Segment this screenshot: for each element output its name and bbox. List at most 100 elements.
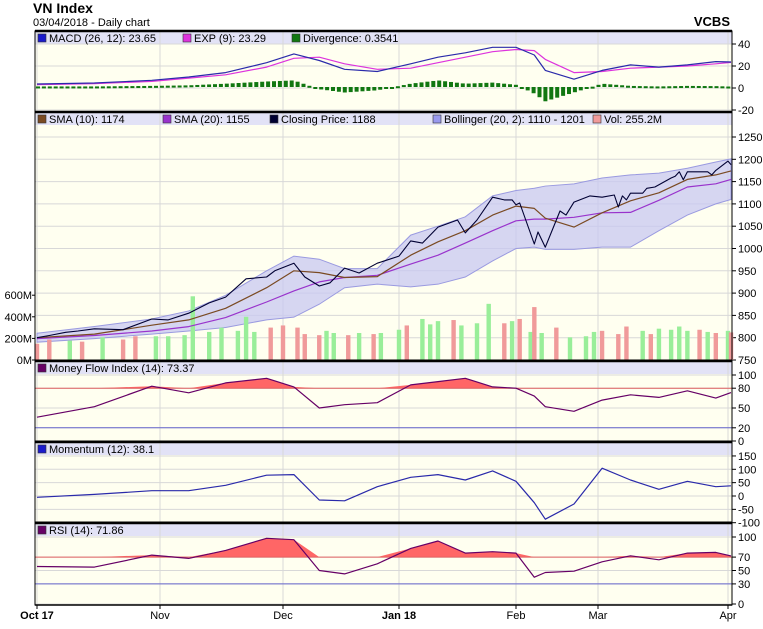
divergence-bar xyxy=(201,84,206,87)
divergence-bar xyxy=(319,87,324,90)
volume-bar xyxy=(624,326,629,360)
divergence-bar xyxy=(620,85,625,88)
price-axis-label: 1200 xyxy=(738,154,762,166)
divergence-bar xyxy=(720,86,725,89)
divergence-bar xyxy=(679,86,684,89)
price-axis-label: 850 xyxy=(738,310,756,322)
legend-swatch xyxy=(37,525,47,535)
momentum-plot-area xyxy=(35,442,732,522)
volume-bar xyxy=(324,330,329,360)
divergence-bar xyxy=(543,87,548,102)
macd-line xyxy=(36,46,732,85)
divergence-bar xyxy=(466,83,471,87)
volume-bar xyxy=(640,330,645,360)
divergence-bar xyxy=(71,86,76,89)
divergence-bar xyxy=(248,82,253,87)
divergence-bar xyxy=(643,86,648,89)
divergence-bar xyxy=(555,87,560,98)
volume-bar xyxy=(331,333,336,360)
volume-bar xyxy=(428,324,433,360)
divergence-bar xyxy=(460,83,465,87)
divergence-bar xyxy=(549,87,554,100)
legend-label: EXP (9): 23.29 xyxy=(194,33,266,45)
divergence-bar xyxy=(454,82,459,87)
mfi-overbought-area xyxy=(37,378,731,389)
divergence-bar xyxy=(283,80,288,87)
volume-axis-label: 0M xyxy=(17,355,32,367)
volume-bar xyxy=(502,323,507,360)
x-axis-label: Oct 17 xyxy=(20,610,54,622)
divergence-bar xyxy=(148,85,153,88)
divergence-bar xyxy=(159,85,164,88)
divergence-bar xyxy=(53,86,58,89)
divergence-bar xyxy=(77,86,82,89)
volume-bar xyxy=(79,341,85,360)
divergence-bar xyxy=(667,86,672,89)
divergence-bar xyxy=(106,86,111,89)
divergence-bar xyxy=(183,85,188,88)
volume-bar xyxy=(599,330,605,360)
volume-bar xyxy=(705,331,710,360)
volume-bar xyxy=(420,318,425,360)
legend-swatch xyxy=(37,114,47,124)
momentum-axis-label: 100 xyxy=(738,464,756,476)
divergence-bar xyxy=(136,86,141,89)
divergence-bar xyxy=(484,82,489,87)
divergence-bar xyxy=(384,87,389,89)
divergence-bar xyxy=(513,84,518,87)
price-axis-label: 950 xyxy=(738,266,756,278)
divergence-bar xyxy=(726,86,731,89)
divergence-bar xyxy=(230,83,235,87)
volume-bar xyxy=(190,296,195,360)
divergence-bar xyxy=(637,86,642,89)
legend-swatch xyxy=(37,33,47,43)
divergence-bar xyxy=(584,87,589,89)
macd-axis-label: 0 xyxy=(738,83,744,95)
legend-label: Closing Price: 1188 xyxy=(281,114,376,126)
legend-swatch xyxy=(269,114,279,124)
mfi-axis-label: 80 xyxy=(738,383,750,395)
volume-bar xyxy=(67,340,72,360)
volume-bar xyxy=(378,333,384,360)
divergence-bar xyxy=(366,87,371,91)
divergence-bar xyxy=(690,85,695,88)
divergence-bar xyxy=(578,87,583,91)
sma10-line xyxy=(36,170,732,339)
divergence-bar xyxy=(449,81,453,87)
divergence-bar xyxy=(673,86,678,89)
legend-label: SMA (20): 1155 xyxy=(174,114,250,126)
volume-bar xyxy=(517,318,522,360)
divergence-bar xyxy=(142,85,147,88)
price-axis-label: 1050 xyxy=(738,221,762,233)
volume-bar xyxy=(207,331,212,360)
rsi-axis-label: 30 xyxy=(738,579,750,591)
volume-bar xyxy=(295,327,300,360)
divergence-bar xyxy=(313,87,318,89)
volume-bar xyxy=(697,329,702,360)
legend-label: Bollinger (20, 2): 1110 - 1201 xyxy=(444,114,585,126)
divergence-bar xyxy=(649,86,654,89)
divergence-bar xyxy=(130,86,135,89)
volume-bar xyxy=(728,332,734,360)
chart-title: VN Index xyxy=(33,0,93,16)
volume-bar xyxy=(235,330,241,360)
rsi-axis-label: 100 xyxy=(738,532,756,544)
momentum-axis-label: 150 xyxy=(738,451,756,463)
volume-bar xyxy=(100,337,105,360)
divergence-bar xyxy=(502,83,507,87)
divergence-bar xyxy=(360,87,365,92)
divergence-bar xyxy=(95,86,99,89)
volume-bar xyxy=(539,333,544,360)
price-axis-label: 1150 xyxy=(738,177,762,189)
rsi-line xyxy=(36,537,732,578)
divergence-bar xyxy=(295,81,300,87)
volume-axis-label: 400M xyxy=(4,312,32,324)
divergence-bar xyxy=(390,87,394,89)
divergence-bar xyxy=(41,86,46,89)
divergence-bar xyxy=(490,82,495,87)
rsi-axis-label: 70 xyxy=(738,552,750,564)
brand-label: VCBS xyxy=(694,14,730,29)
volume-bar xyxy=(677,326,682,360)
mfi-axis-label: 20 xyxy=(738,423,750,435)
